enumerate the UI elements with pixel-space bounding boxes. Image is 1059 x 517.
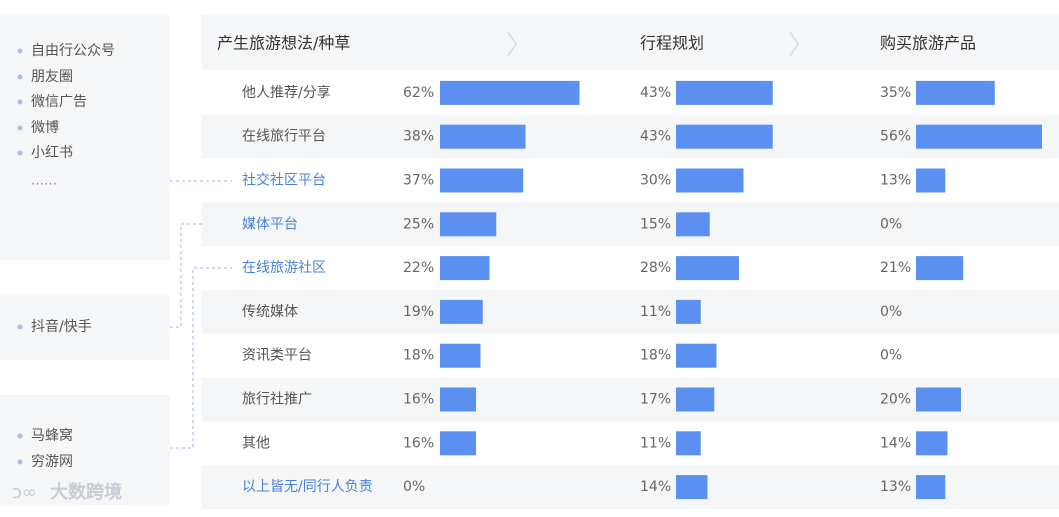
chevron	[507, 31, 517, 57]
value-label: 14%	[640, 479, 671, 495]
watermark-logo: ↄ∞	[12, 482, 37, 503]
bar	[676, 299, 701, 324]
platform-label: 微博	[31, 119, 59, 136]
bar	[676, 212, 710, 237]
value-label: 43%	[640, 85, 671, 101]
category-label: 在线旅游社区	[242, 260, 326, 276]
column-header: 行程规划	[640, 34, 704, 53]
bar	[916, 431, 948, 456]
bar	[916, 80, 995, 105]
bar	[440, 212, 497, 237]
bullet	[17, 125, 23, 131]
row-bg	[202, 202, 1059, 247]
bar	[676, 168, 744, 193]
value-label: 16%	[403, 435, 434, 451]
value-label: 22%	[403, 260, 434, 276]
value-label: 13%	[880, 479, 911, 495]
watermark: 大数跨境	[50, 481, 122, 503]
bar	[676, 475, 708, 500]
bar	[916, 168, 946, 193]
bar	[440, 124, 526, 149]
value-label: 15%	[640, 216, 671, 232]
platform-label: 微信广告	[31, 94, 87, 110]
category-label: 在线旅行平台	[242, 129, 326, 145]
category-label: 媒体平台	[242, 216, 298, 232]
bar	[440, 343, 481, 368]
column-header: 产生旅游想法/种草	[217, 34, 350, 53]
bar	[916, 475, 946, 500]
value-label: 0%	[403, 479, 425, 495]
value-label: 17%	[640, 392, 671, 408]
bar	[676, 431, 701, 456]
bar	[916, 124, 1042, 149]
bar	[676, 124, 773, 149]
value-label: 18%	[403, 348, 434, 364]
value-label: 18%	[640, 348, 671, 364]
value-label: 56%	[880, 129, 911, 145]
bar	[440, 431, 476, 456]
bullet	[17, 150, 23, 156]
bar	[440, 256, 490, 281]
value-label: 11%	[640, 304, 671, 320]
value-label: 37%	[403, 173, 434, 189]
column-header: 购买旅游产品	[880, 34, 976, 53]
bullet	[17, 433, 23, 439]
value-label: 25%	[403, 216, 434, 232]
value-label: 43%	[640, 129, 671, 145]
platform-label: 朋友圈	[31, 69, 73, 85]
bar	[440, 299, 483, 324]
platform-label: 小红书	[31, 145, 73, 161]
bar	[440, 80, 580, 105]
row-bg	[202, 290, 1059, 334]
bullet	[17, 459, 23, 465]
bar	[676, 387, 715, 412]
value-label: 20%	[880, 392, 911, 408]
chevron	[789, 31, 799, 57]
category-label: 以上皆无/同行人负责	[242, 479, 373, 495]
platform-label: 马蜂窝	[31, 427, 73, 444]
platform-label: 抖音/快手	[31, 318, 92, 335]
side-panel	[0, 395, 170, 505]
bar	[676, 256, 739, 281]
header-row	[202, 15, 1059, 70]
bar	[440, 387, 476, 412]
category-label: 资讯类平台	[242, 348, 312, 364]
value-label: 0%	[880, 304, 902, 320]
bar	[916, 256, 964, 281]
category-label: 社交社区平台	[242, 172, 326, 189]
platform-label: 自由行公众号	[31, 43, 115, 59]
category-label: 他人推荐/分享	[242, 84, 331, 101]
bar	[676, 80, 773, 105]
rows	[202, 80, 1059, 509]
value-label: 35%	[880, 85, 911, 101]
category-label: 旅行社推广	[242, 392, 312, 408]
value-label: 30%	[640, 173, 671, 189]
bar	[440, 168, 524, 193]
value-label: 0%	[880, 216, 902, 232]
side-panel	[0, 295, 170, 360]
value-label: 0%	[880, 348, 902, 364]
bar	[916, 387, 961, 412]
value-label: 28%	[640, 260, 671, 276]
platform-label: 穷游网	[31, 454, 73, 470]
side-panel	[0, 15, 170, 260]
bullet	[17, 48, 23, 54]
category-label: 其他	[242, 435, 270, 451]
value-label: 62%	[403, 85, 434, 101]
category-label: 传统媒体	[242, 304, 298, 320]
value-label: 16%	[403, 392, 434, 408]
value-label: 13%	[880, 173, 911, 189]
value-label: 38%	[403, 129, 434, 145]
bar	[676, 343, 717, 368]
value-label: 19%	[403, 304, 434, 320]
bullet	[17, 99, 23, 105]
bullet	[17, 74, 23, 80]
value-label: 11%	[640, 435, 671, 451]
more-label: ……	[31, 174, 57, 189]
bullet	[17, 324, 23, 330]
value-label: 14%	[880, 435, 911, 451]
value-label: 21%	[880, 260, 911, 276]
